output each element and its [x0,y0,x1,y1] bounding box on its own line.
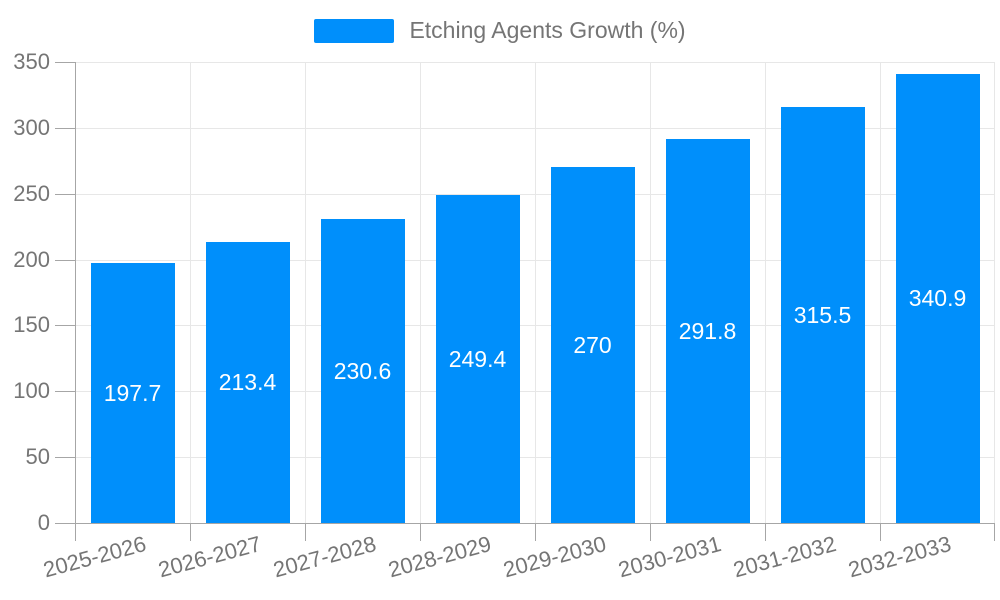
bar[interactable] [780,107,865,523]
x-axis-label: 2032-2033 [845,531,954,583]
y-axis-label: 200 [13,246,50,272]
bar-value-label: 315.5 [793,302,852,329]
y-axis-label: 300 [13,114,50,140]
bar-value-label: 291.8 [678,317,737,344]
y-tick [55,325,75,327]
x-axis-label: 2025-2026 [40,531,149,583]
v-gridline [420,62,421,523]
x-axis-label: 2026-2027 [155,531,264,583]
legend-label[interactable]: Etching Agents Growth (%) [409,17,686,43]
x-axis-label: 2027-2028 [270,531,379,583]
x-tick [765,523,766,541]
x-tick [880,523,881,541]
x-axis-label: 2029-2030 [500,531,609,583]
y-axis-label: 150 [13,312,50,338]
v-gridline [880,62,881,523]
v-gridline [535,62,536,523]
plot-area: 0 50 100 150 200 250 300 350 197.7 2025-2026 213.4… [13,50,995,582]
x-tick [994,523,995,541]
x-tick [75,523,76,541]
y-tick [55,259,75,261]
bar-value-label: 249.4 [448,345,507,372]
chart-legend[interactable]: Etching Agents Growth (%) [0,17,1000,44]
y-tick [55,62,75,63]
y-tick [55,127,75,129]
y-axis-label: 350 [13,49,50,74]
bar[interactable] [435,194,520,523]
v-gridline [650,62,651,523]
bar-value-label: 213.4 [218,369,277,396]
x-tick [535,523,536,541]
x-tick [420,523,421,541]
y-axis-label: 250 [13,180,50,206]
legend-marker[interactable] [314,18,395,43]
x-axis-label: 2031-2032 [730,531,839,583]
bar[interactable] [895,73,980,523]
bar[interactable] [205,241,290,523]
x-tick [190,523,191,541]
y-axis-line [75,62,76,523]
bar[interactable] [665,138,750,523]
y-axis-label: 50 [25,444,50,470]
v-gridline [994,62,995,523]
y-axis-label: 0 [37,510,50,535]
y-tick [55,523,75,524]
bar-value-label: 340.9 [908,285,967,312]
x-axis-label: 2028-2029 [385,531,494,583]
y-axis-label: 100 [13,378,50,404]
y-tick [55,391,75,393]
v-gridline [765,62,766,523]
v-gridline [305,62,306,523]
y-tick [55,193,75,195]
v-gridline [190,62,191,523]
bar-value-label: 270 [573,332,612,359]
y-tick [55,457,75,459]
x-axis-label: 2030-2031 [615,531,724,583]
x-tick [305,523,306,541]
bar-value-label: 230.6 [333,358,392,385]
bar[interactable] [550,167,635,523]
bar-value-label: 197.7 [103,379,162,406]
x-tick [650,523,651,541]
bar[interactable] [320,219,405,523]
bar[interactable] [90,262,175,523]
